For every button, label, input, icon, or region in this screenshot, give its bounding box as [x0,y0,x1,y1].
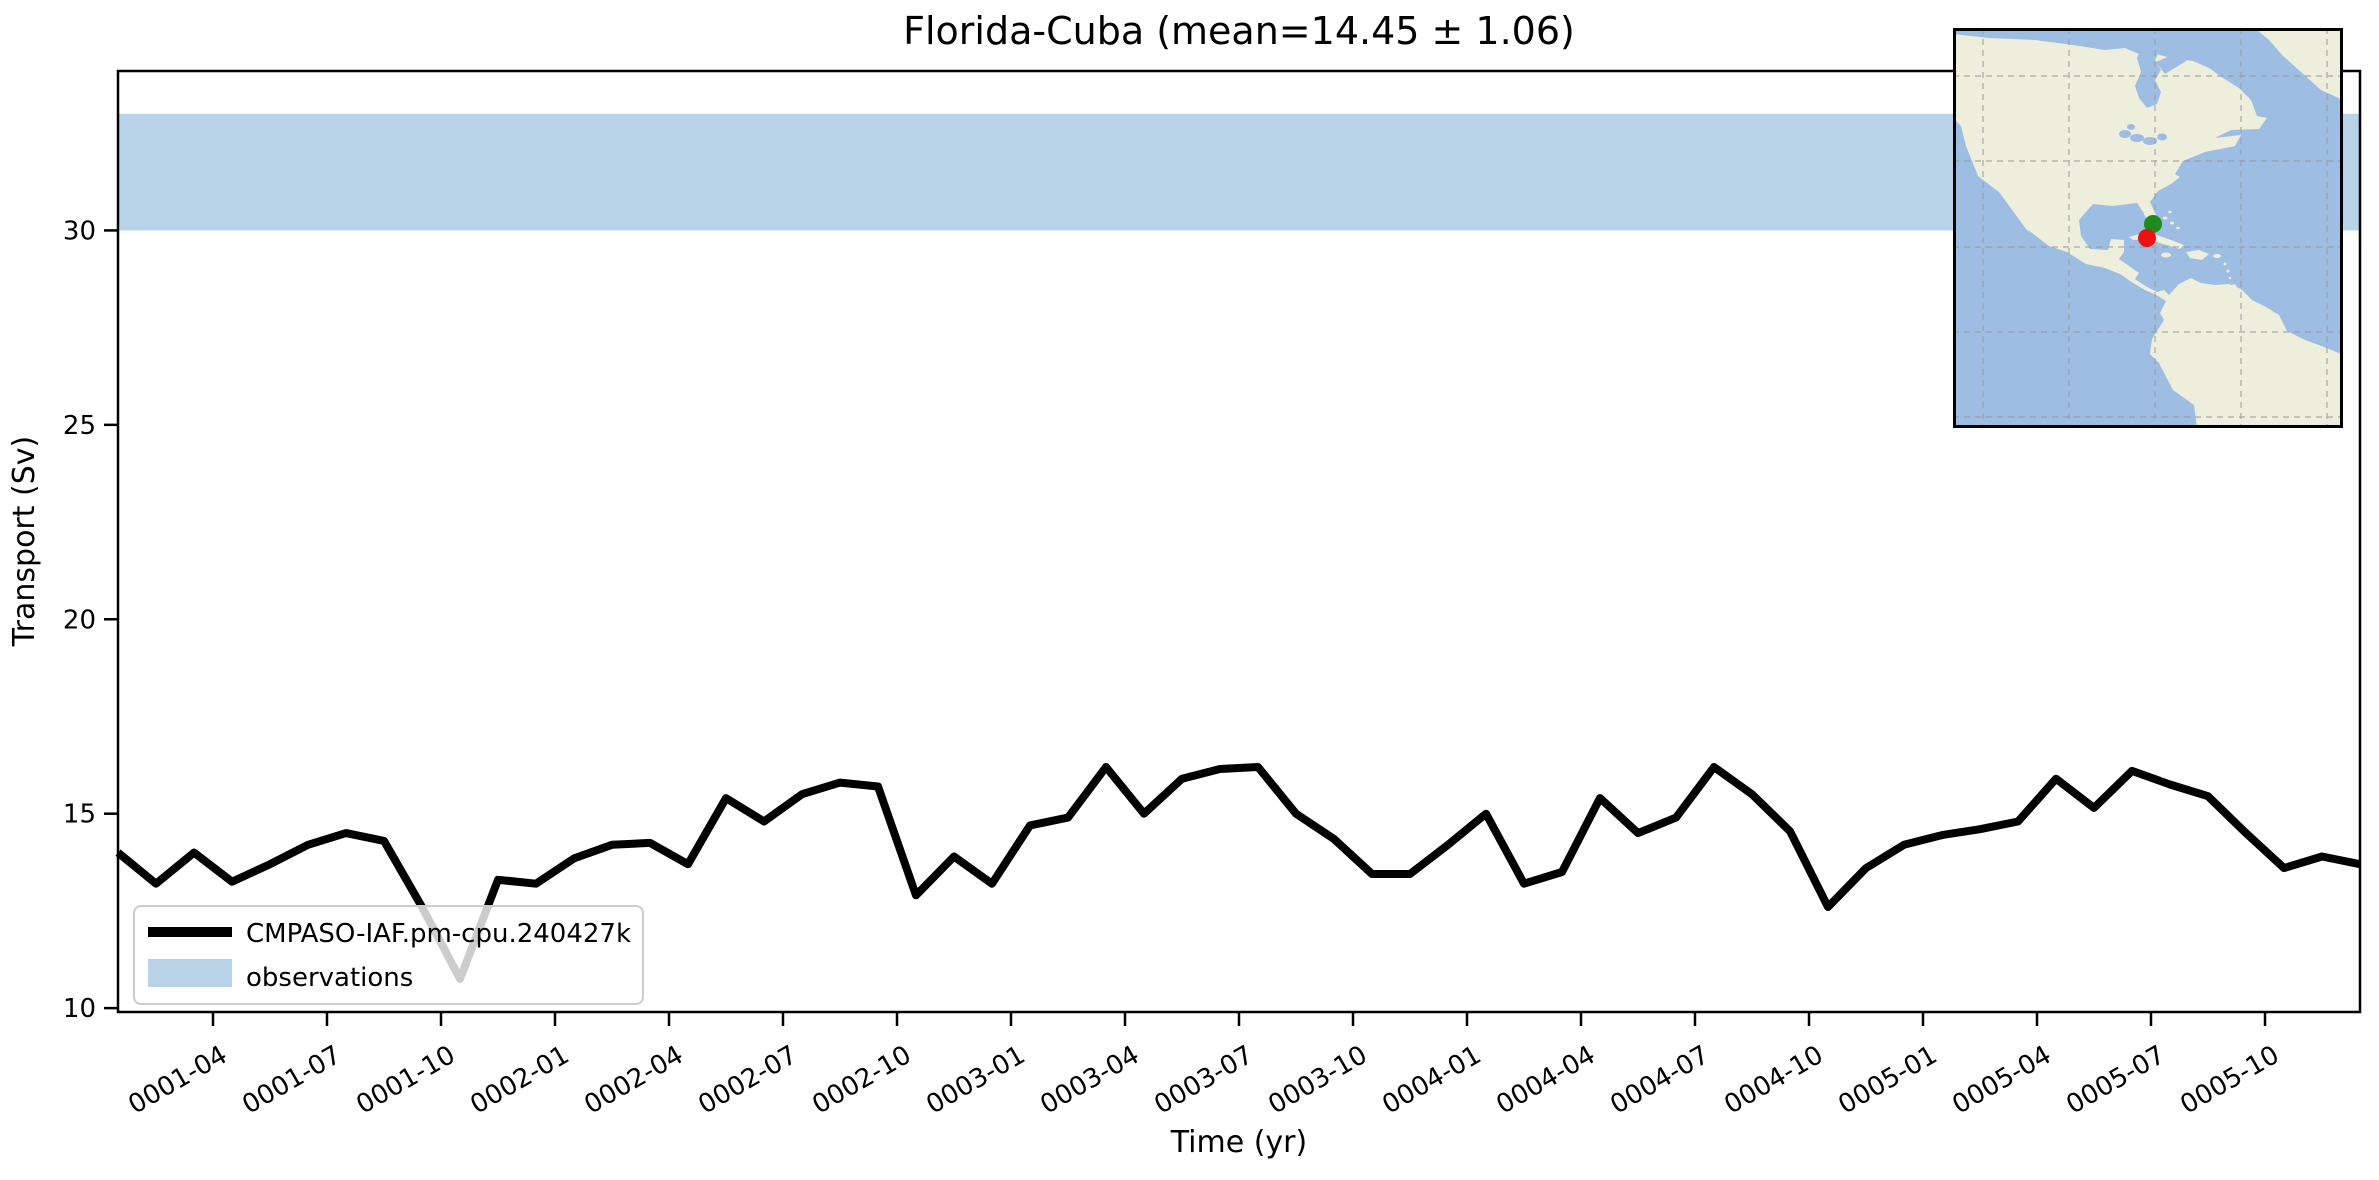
x-tick-label: 0005-04 [1947,1040,2056,1120]
model-line-layer [115,763,2361,983]
y-axis-label: Transport (Sv) [7,436,42,648]
x-tick-label: 0005-07 [2061,1040,2170,1120]
x-tick-label: 0004-04 [1491,1040,1600,1120]
map-land-americas [1953,34,2343,428]
x-axis-label: Time (yr) [1170,1125,1307,1160]
x-tick-label: 0003-01 [921,1040,1030,1120]
model-transport-line [115,763,2361,983]
map-gridlines [1953,28,2343,428]
x-tick-label: 0005-01 [1833,1040,1942,1120]
y-tick-label: 20 [63,605,96,635]
y-tick-label: 15 [63,800,96,830]
x-tick-label: 0001-07 [237,1040,346,1120]
x-tick-label: 0005-10 [2175,1040,2284,1120]
x-tick-label: 0003-04 [1035,1040,1144,1120]
x-tick-label: 0004-07 [1605,1040,1714,1120]
x-tick-label: 0002-04 [579,1040,688,1120]
map-frame [1953,28,2343,428]
x-tick-label: 0004-10 [1719,1040,1828,1120]
legend-frame [133,905,644,1005]
map-land-greenland [2255,28,2343,100]
x-tick-label: 0001-10 [351,1040,460,1120]
map-great-lakes [2119,124,2167,145]
location-inset-map [1953,28,2343,428]
cuba-point-marker [2138,229,2156,247]
y-tick-label: 10 [63,994,96,1024]
x-tick-label: 0001-04 [123,1040,232,1120]
florida-point-marker [2144,215,2162,233]
x-tick-label: 0002-10 [807,1040,916,1120]
x-tick-label: 0002-01 [465,1040,574,1120]
map-foxe-channel [2156,52,2191,74]
legend-series-label: CMPASO-IAF.pm-cpu.240427k [246,919,631,949]
x-tick-label: 0002-07 [693,1040,802,1120]
map-caribbean-islands [2129,210,2237,288]
axes-spines [116,69,2362,1014]
chart-title: Florida-Cuba (mean=14.45 ± 1.06) [903,9,1575,53]
y-tick-label: 25 [63,411,96,441]
legend: CMPASO-IAF.pm-cpu.240427k observations [133,905,644,1005]
y-tick-label: 30 [63,216,96,246]
legend-patch-sample [148,959,232,987]
legend-obs-label: observations [246,963,413,993]
x-tick-label: 0004-01 [1377,1040,1486,1120]
x-tick-label: 0003-10 [1263,1040,1372,1120]
x-tick-label: 0003-07 [1149,1040,1258,1120]
